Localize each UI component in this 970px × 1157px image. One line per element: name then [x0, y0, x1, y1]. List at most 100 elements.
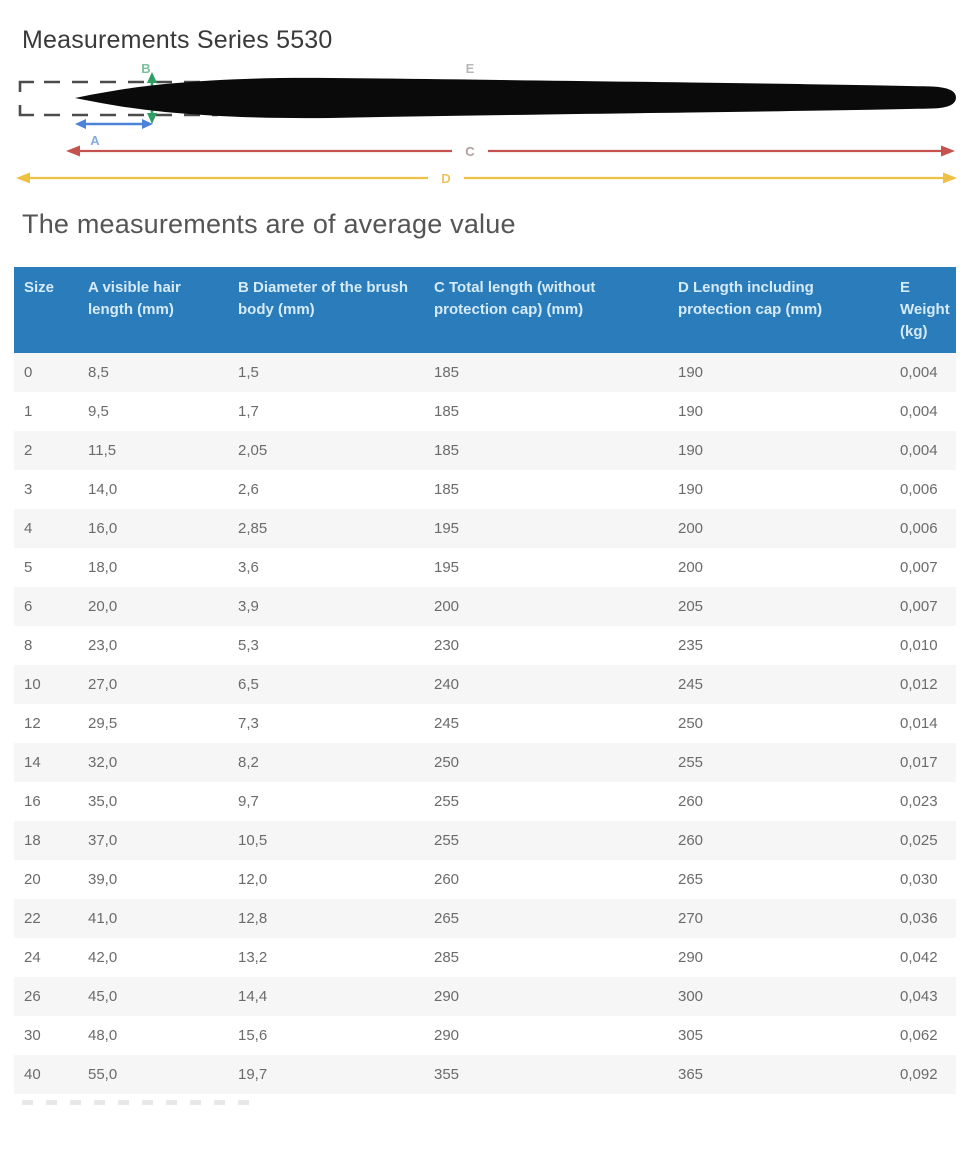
table-cell: 3	[24, 481, 33, 498]
column-header-a: A visible hair length (mm)	[78, 267, 228, 353]
table-cell: 0,010	[900, 637, 938, 654]
table-cell: 185	[434, 442, 460, 459]
subtitle: The measurements are of average value	[22, 209, 516, 239]
table-cell: 0	[24, 364, 33, 381]
table-cell: 42,0	[88, 949, 118, 966]
table-cell: 185	[434, 481, 460, 498]
table-cell: 0,043	[900, 988, 938, 1005]
table-cell: 270	[678, 910, 704, 927]
column-header-e: E Weight (kg)	[890, 267, 956, 353]
table-cell: 290	[434, 988, 460, 1005]
table-cell: 30	[24, 1027, 41, 1044]
table-cell: 190	[678, 442, 704, 459]
table-cell: 22	[24, 910, 41, 927]
table-cell: 6,5	[238, 676, 259, 693]
column-header-d: D Length including protection cap (mm)	[668, 267, 890, 353]
table-header: Size A visible hair length (mm) B Diamet…	[14, 267, 956, 353]
table-row: 10 27,0 6,5 240 245 0,012	[14, 665, 956, 704]
table-cell: 16,0	[88, 520, 118, 537]
table-cell: 7,3	[238, 715, 259, 732]
table-cell: 2,85	[238, 520, 268, 537]
b-arrowhead-down	[147, 113, 157, 124]
table-cell: 265	[678, 871, 704, 888]
table-cell: 200	[434, 598, 460, 615]
table-cell: 26	[24, 988, 41, 1005]
table-cell: 14,0	[88, 481, 118, 498]
brush-measurement-diagram: B E A C D	[0, 61, 970, 199]
table-cell: 255	[434, 832, 460, 849]
table-row: 12 29,5 7,3 245 250 0,014	[14, 704, 956, 743]
table-cell: 260	[678, 832, 704, 849]
table-cell: 230	[434, 637, 460, 654]
table-cell: 0,004	[900, 442, 938, 459]
table-row: 20 39,0 12,0 260 265 0,030	[14, 860, 956, 899]
table-cell: 365	[678, 1066, 704, 1083]
table-cell: 10,5	[238, 832, 268, 849]
table-cell: 12,8	[238, 910, 268, 927]
table-header-row: Size A visible hair length (mm) B Diamet…	[14, 267, 956, 353]
table-cell: 8,5	[88, 364, 109, 381]
table-cell: 245	[434, 715, 460, 732]
table-cell: 35,0	[88, 793, 118, 810]
brush-diagram-svg: B E A C D	[16, 61, 957, 186]
label-a: A	[90, 133, 100, 148]
table-cell: 8,2	[238, 754, 259, 771]
table-cell: 0,062	[900, 1027, 938, 1044]
table-cell: 2,05	[238, 442, 268, 459]
table-cell: 195	[434, 559, 460, 576]
table-cell: 0,006	[900, 481, 938, 498]
dimension-arrow-a: A	[75, 119, 153, 148]
brush-silhouette	[75, 77, 956, 119]
table-cell: 41,0	[88, 910, 118, 927]
table-cell: 185	[434, 364, 460, 381]
table-cell: 18,0	[88, 559, 118, 576]
table-cell: 40	[24, 1066, 41, 1083]
table-cell: 300	[678, 988, 704, 1005]
table-cell: 255	[434, 793, 460, 810]
table-cell: 0,042	[900, 949, 938, 966]
table-row: 3 14,0 2,6 185 190 0,006	[14, 470, 956, 509]
table-cell: 13,2	[238, 949, 268, 966]
table-cell: 14	[24, 754, 41, 771]
table-cell: 200	[678, 559, 704, 576]
table-cell: 190	[678, 364, 704, 381]
label-d: D	[441, 171, 450, 186]
table-cell: 37,0	[88, 832, 118, 849]
table-cell: 200	[678, 520, 704, 537]
table-cell: 1	[24, 403, 33, 420]
table-cell: 3,9	[238, 598, 259, 615]
table-row: 14 32,0 8,2 250 255 0,017	[14, 743, 956, 782]
table-cell: 0,004	[900, 364, 938, 381]
table-cell: 20,0	[88, 598, 118, 615]
table-cell: 48,0	[88, 1027, 118, 1044]
table-cell: 0,014	[900, 715, 938, 732]
label-e: E	[466, 61, 475, 76]
table-cell: 11,5	[88, 442, 117, 459]
table-cell: 8	[24, 637, 33, 654]
d-arrowhead-right	[943, 172, 957, 184]
table-row: 4 16,0 2,85 195 200 0,006	[14, 509, 956, 548]
measurements-table: Size A visible hair length (mm) B Diamet…	[14, 267, 956, 1094]
label-c: C	[465, 144, 475, 159]
d-arrowhead-left	[16, 172, 30, 184]
table-row: 0 8,5 1,5 185 190 0,004	[14, 353, 956, 392]
table-cell: 290	[434, 1027, 460, 1044]
table-cell: 185	[434, 403, 460, 420]
table-cell: 190	[678, 403, 704, 420]
table-cell: 0,007	[900, 598, 938, 615]
table-cell: 2	[24, 442, 33, 459]
page-title: Measurements Series 5530	[22, 26, 333, 54]
table-cell: 14,4	[238, 988, 268, 1005]
table-cell: 5,3	[238, 637, 259, 654]
table-cell: 19,7	[238, 1066, 268, 1083]
table-cell: 285	[434, 949, 460, 966]
table-cell: 20	[24, 871, 41, 888]
label-b: B	[141, 61, 150, 76]
dimension-arrow-c: C	[66, 144, 955, 159]
column-header-c: C Total length (without protection cap) …	[424, 267, 668, 353]
table-row: 5 18,0 3,6 195 200 0,007	[14, 548, 956, 587]
table-cell: 12,0	[238, 871, 268, 888]
table-cell: 45,0	[88, 988, 118, 1005]
table-cell: 4	[24, 520, 33, 537]
table-cell: 16	[24, 793, 41, 810]
